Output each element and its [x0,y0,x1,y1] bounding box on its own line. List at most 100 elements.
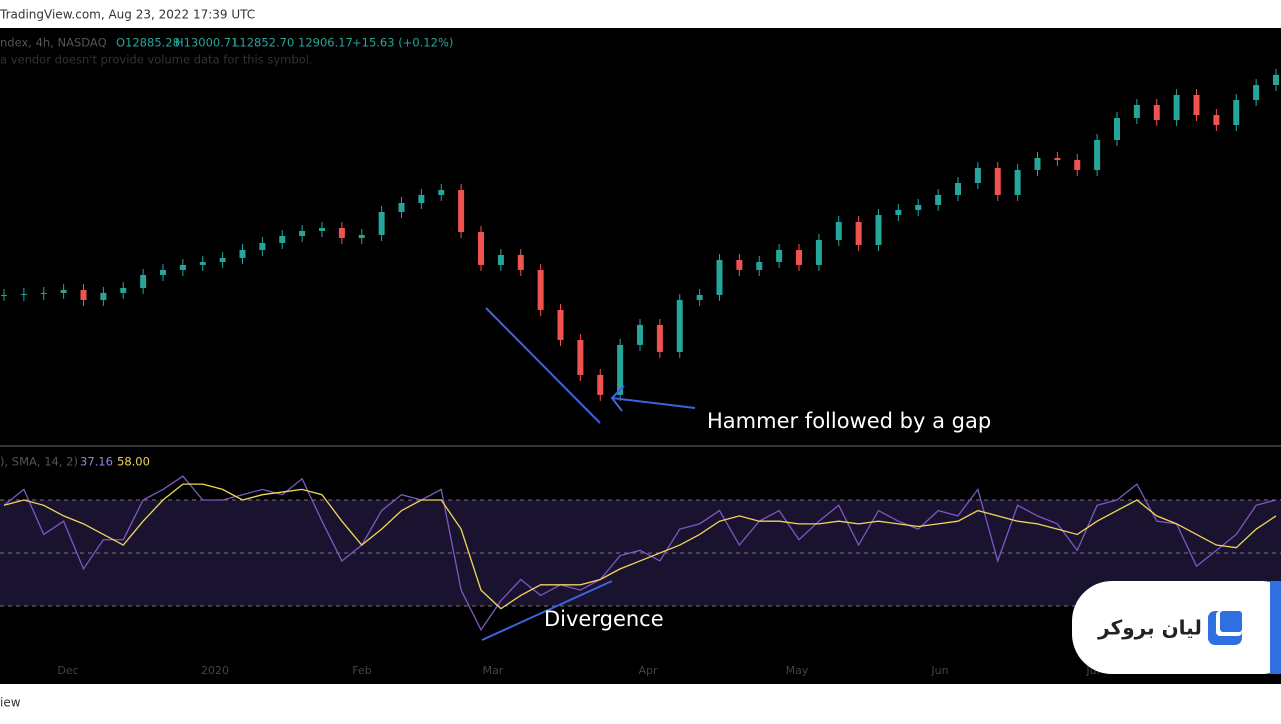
candle [1054,157,1061,160]
candle [895,209,902,215]
candle [736,259,743,270]
legend-low: L12852.70 [233,36,294,50]
candle [398,203,405,212]
rsi-name: ), SMA, 14, 2) [0,455,78,469]
candle [517,254,524,270]
candle [617,344,624,395]
candle [478,231,484,265]
candle [557,309,564,340]
legend-change: +15.63 (+0.12%) [352,36,453,50]
candle [120,287,127,293]
candle [994,167,1001,195]
candle [219,257,226,262]
legend-note: a vendor doesn't provide volume data for… [0,53,313,67]
candle [1,294,7,296]
candle [80,289,87,300]
candle [776,249,783,262]
plot [0,68,1281,632]
candle [418,194,425,204]
legend-close: 12906.17 [298,36,353,50]
candle [1253,85,1260,101]
logo-box [1072,581,1281,674]
candle [577,339,584,375]
candle [1094,140,1101,170]
rsi-ma-value: 58.00 [117,455,150,469]
candle [299,230,306,236]
candle [855,221,862,245]
time-label: 2020 [201,664,229,677]
divergence-line [481,580,613,641]
rsi-line [3,475,1277,632]
candle [378,211,385,235]
candle [458,189,465,232]
candle [875,214,882,245]
divergence-annotation: Divergence [544,607,664,631]
candle [338,227,345,238]
candle [1173,94,1180,120]
candle [1034,157,1041,170]
candle [696,294,703,300]
header-title: TradingView.com, Aug 23, 2022 17:39 UTC [0,8,255,22]
candle [835,221,842,240]
candle [358,234,365,238]
candle [279,235,286,243]
candle [796,249,802,265]
legend: ndex, 4h, NASDAQ O12885.28 H13000.71 L12… [0,36,453,469]
candle [935,194,942,205]
time-label: Dec [57,664,78,677]
candle [915,204,922,210]
candle [1233,100,1240,126]
candle [756,261,763,270]
candle [160,269,166,275]
rsi-ma-line [3,483,1277,610]
candle [1193,94,1200,116]
hammer-annotation: Hammer followed by a gap [707,409,991,433]
candle [438,189,445,195]
candle [1213,115,1220,126]
candle [1074,159,1081,170]
legend-symbol: ndex, 4h, NASDAQ [0,36,107,50]
candle [179,264,186,270]
logo-icon-core [1220,611,1242,632]
candle [1273,74,1279,86]
candle [239,249,246,258]
footer-text: iew [0,696,21,710]
arrow-line [611,397,696,409]
candle [716,259,723,295]
footer-bar [0,684,1281,720]
candle [597,374,604,395]
candle [1114,117,1120,141]
candle [656,324,663,352]
candle [319,227,325,231]
legend-high: H13000.71 [175,36,239,50]
candle [100,292,107,300]
logo-text: لیان بروکر [1097,616,1202,640]
time-label: Feb [352,664,371,677]
candle [955,182,961,195]
time-label: May [786,664,809,677]
legend-open: O12885.28 [116,36,180,50]
time-label: Apr [638,664,658,677]
candle [40,292,47,294]
candle [1014,169,1021,195]
candle [140,274,147,288]
candle [815,239,822,265]
candle [259,242,266,250]
time-label: Mar [483,664,504,677]
candle [1153,104,1160,120]
candle [199,261,206,265]
trend-line [485,307,601,424]
candle [676,299,683,352]
candle [974,167,981,183]
logo-stripe [1270,581,1281,674]
time-label: Jun [930,664,948,677]
arrow-head [610,385,625,412]
candle [637,324,643,345]
candle [497,254,504,265]
candle [60,289,67,293]
rsi-value: 37.16 [80,455,113,469]
candle [537,269,544,310]
candle [20,293,27,295]
